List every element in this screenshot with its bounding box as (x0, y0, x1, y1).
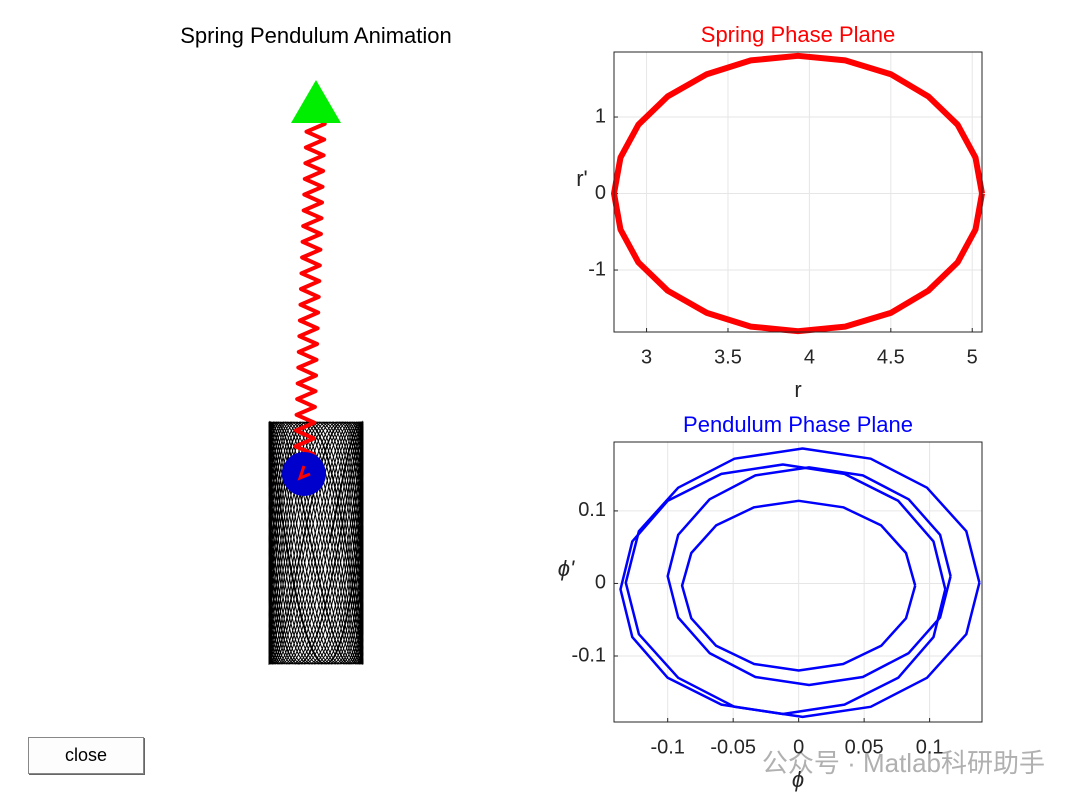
y-tick-label: 0.1 (578, 499, 606, 521)
x-axis-label: r (794, 377, 801, 402)
x-tick-label: 0 (793, 736, 804, 758)
chart-title: Pendulum Phase Plane (683, 412, 913, 437)
y-tick-label: 0 (595, 182, 606, 204)
animation (268, 80, 364, 666)
x-tick-label: 4.5 (877, 346, 905, 368)
x-tick-label: 0.05 (845, 736, 884, 758)
phase-curve (680, 499, 917, 672)
x-tick-label: 3 (641, 346, 652, 368)
x-tick-label: -0.1 (650, 736, 684, 758)
y-tick-label: -0.1 (572, 644, 606, 666)
phase-plane: 3 3.5 4 4.5 5 -1 0 1 Spring Phase Plane r r' (576, 22, 985, 402)
x-tick-label: 3.5 (714, 346, 742, 368)
spring-end (297, 465, 311, 481)
trajectory (268, 420, 364, 666)
phase-curve (666, 466, 952, 687)
pendulum-bob (282, 452, 326, 496)
x-tick-label: -0.05 (710, 736, 756, 758)
axes-box (613, 441, 983, 723)
animation-title: Spring Pendulum Animation (180, 23, 452, 48)
watermark: 公众号 · Matlab科研助手 (762, 748, 1045, 778)
phase-curve (619, 463, 947, 716)
y-tick-label: 1 (595, 105, 606, 127)
plot-area (614, 52, 982, 332)
x-tick-label: 4 (804, 346, 815, 368)
phase-curve (624, 447, 981, 719)
axes-box (613, 51, 983, 333)
y-axis-label: r' (576, 166, 588, 191)
phase-plane: -0.1 -0.05 0 0.05 0.1 -0.1 0 0.1 Pendulum Phase … (558, 412, 983, 792)
close-button[interactable]: close (28, 737, 144, 774)
chart-title: Spring Phase Plane (701, 22, 895, 47)
anchor (291, 80, 341, 123)
y-axis-label: ϕ' (558, 556, 575, 581)
y-tick-label: 0 (595, 572, 606, 594)
y-tick-label: -1 (588, 258, 606, 280)
x-axis-label: ϕ (792, 767, 804, 792)
x-tick-label: 5 (967, 346, 978, 368)
x-tick-label: 0.1 (916, 736, 944, 758)
spring (293, 112, 327, 464)
